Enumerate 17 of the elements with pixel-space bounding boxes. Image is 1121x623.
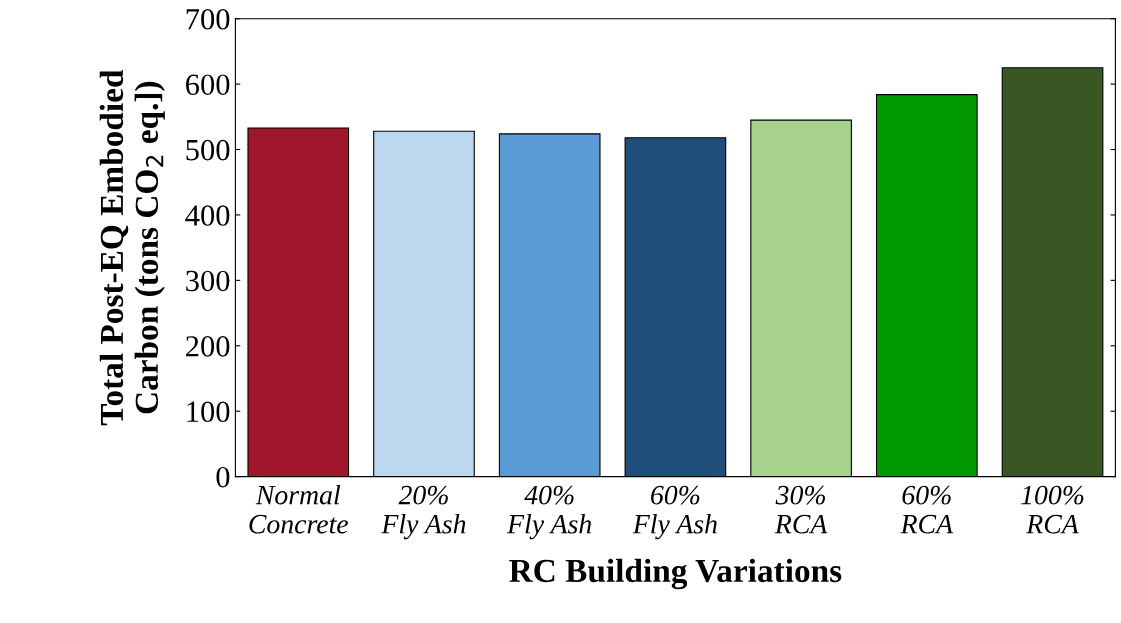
y-tick-label: 700 xyxy=(186,8,230,30)
x-tick-label: 60% Fly Ash xyxy=(632,485,717,540)
x-tick-label: Normal Concrete xyxy=(249,484,349,534)
y-tick-label: 100 xyxy=(187,401,230,423)
y-tick-label: 600 xyxy=(186,74,230,96)
x-tick-label: 100% RCA xyxy=(1021,485,1084,534)
y-tick-label: 400 xyxy=(185,205,230,226)
y-axis-title: Total Post-EQ Embodied Carbon (tons CO$_{2}$ eq.]) xyxy=(99,69,165,426)
y-tick-label: 500 xyxy=(186,139,230,161)
y-tick-label: 200 xyxy=(186,336,230,357)
y-tick-label: 0 xyxy=(216,466,230,488)
x-axis-title: RC Building Variations xyxy=(509,558,842,590)
x-tick-label: 60% RCA xyxy=(900,485,954,534)
x-tick-label: 40% Fly Ash xyxy=(506,485,592,540)
x-tick-label: 30% RCA xyxy=(774,485,828,534)
y-tick-label: 300 xyxy=(186,270,230,292)
x-tick-label: 20% Fly Ash xyxy=(381,485,466,540)
